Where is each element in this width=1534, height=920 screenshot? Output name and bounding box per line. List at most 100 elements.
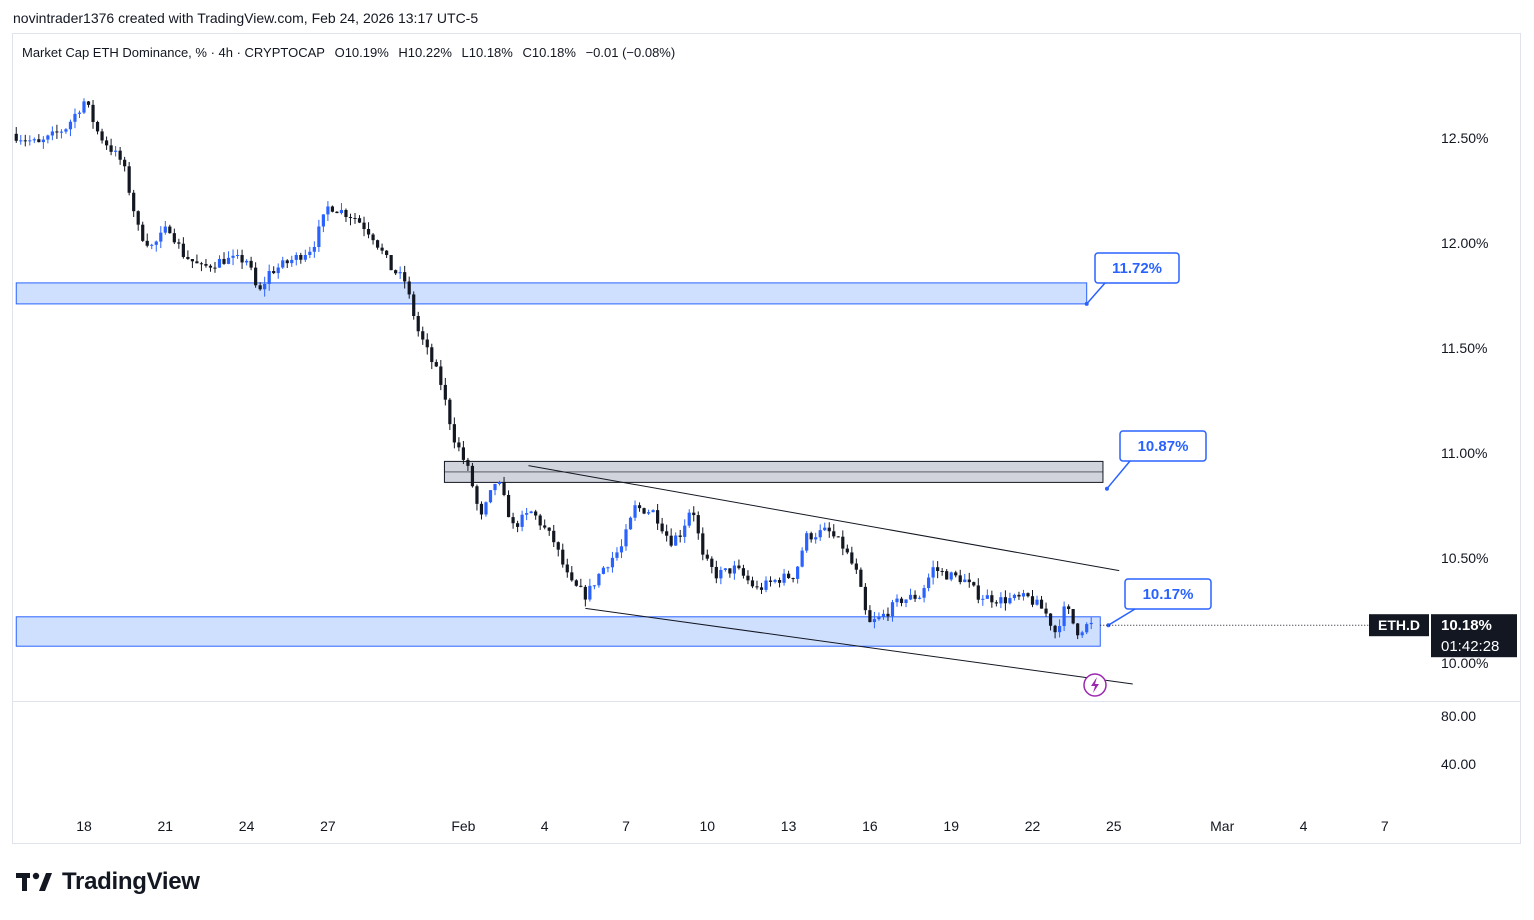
candle-body xyxy=(127,166,131,193)
lower-support-zone-callout-box xyxy=(1124,578,1212,610)
candle-body xyxy=(899,598,904,603)
candle-body xyxy=(637,505,642,509)
candle-body xyxy=(809,533,813,540)
candle-body xyxy=(104,140,109,146)
candle-body xyxy=(159,232,163,242)
candle-body xyxy=(940,570,944,572)
candle-body xyxy=(506,494,511,518)
candle-body xyxy=(59,131,64,133)
time-axis-tick: 4 xyxy=(541,818,549,834)
candle-body xyxy=(339,209,344,214)
upper-trendline xyxy=(528,465,1120,572)
candle-body xyxy=(258,285,262,290)
candle-body xyxy=(791,578,795,580)
candle-body xyxy=(547,527,551,531)
candle-body xyxy=(385,250,389,256)
candle-body xyxy=(177,242,181,244)
candle-body xyxy=(1035,599,1039,605)
candle-body xyxy=(470,465,475,487)
candle-body xyxy=(927,577,931,589)
candle-body xyxy=(32,139,36,141)
candle-body xyxy=(195,261,199,264)
price-axis-tick: 11.00% xyxy=(1441,445,1487,461)
candle-body xyxy=(511,517,515,524)
legend-high: H10.22% xyxy=(398,45,452,60)
candle-body xyxy=(172,233,176,243)
candle-body xyxy=(985,595,989,599)
lower-trendline xyxy=(585,607,1133,685)
candle-body xyxy=(967,579,971,583)
indicator-axis-tick: 40.00 xyxy=(1441,756,1476,772)
candle-body xyxy=(118,150,122,160)
candle-body xyxy=(1067,606,1071,610)
candle-body xyxy=(231,255,235,258)
candle-body xyxy=(945,571,949,580)
candle-body xyxy=(773,580,777,582)
candle-body xyxy=(1062,606,1066,627)
candle-body xyxy=(917,597,922,599)
candle-body xyxy=(484,502,488,515)
candle-body xyxy=(719,569,723,579)
candle-body xyxy=(543,525,547,528)
time-axis-tick: 10 xyxy=(700,818,716,834)
candle-body xyxy=(850,552,854,564)
chart-credit: novintrader1376 created with TradingView… xyxy=(13,10,479,26)
candle-body xyxy=(46,135,50,140)
candle-body xyxy=(723,568,727,570)
candle-body xyxy=(999,597,1003,604)
candle-body xyxy=(610,557,615,568)
candle-body xyxy=(972,582,976,586)
time-axis-tick: 22 xyxy=(1025,818,1041,834)
candle-body xyxy=(651,510,655,513)
candle-body xyxy=(669,535,673,546)
candle-body xyxy=(294,254,298,260)
candle-body xyxy=(1071,609,1075,624)
candle-body xyxy=(466,459,470,466)
candle-body xyxy=(954,572,958,576)
candle-body xyxy=(674,535,678,546)
candle-body xyxy=(285,260,289,264)
candle-body xyxy=(556,542,560,550)
candle-body xyxy=(249,260,253,268)
candle-body xyxy=(312,246,316,252)
candle-body xyxy=(732,565,736,574)
candle-body xyxy=(755,586,759,588)
candle-body xyxy=(181,243,185,257)
candle-body xyxy=(1030,596,1035,605)
candle-body xyxy=(64,129,68,132)
legend-change: −0.01 (−0.08%) xyxy=(585,45,676,60)
candle-body xyxy=(403,272,407,282)
price-axis-tick: 11.50% xyxy=(1441,340,1487,356)
candle-body xyxy=(606,567,610,569)
candle-body xyxy=(936,567,940,571)
price-axis-tick: 10.00% xyxy=(1441,655,1488,671)
candle-body xyxy=(1044,608,1048,614)
candle-body xyxy=(588,585,592,600)
candle-body xyxy=(299,254,303,260)
symbol-tag-label: ETH.D xyxy=(1378,617,1420,633)
candle-body xyxy=(836,536,840,538)
candle-body xyxy=(1085,624,1089,633)
candle-body xyxy=(656,510,660,524)
candle-body xyxy=(73,113,77,122)
candle-body xyxy=(976,585,980,600)
candle-body xyxy=(904,599,908,603)
candle-body xyxy=(163,226,167,233)
candle-body xyxy=(908,594,913,600)
legend-low: L10.18% xyxy=(461,45,513,60)
candle-body xyxy=(782,573,786,583)
candle-body xyxy=(805,533,809,551)
candle-body xyxy=(823,527,827,531)
candle-body xyxy=(502,482,506,495)
price-axis-tick: 12.00% xyxy=(1441,235,1488,251)
candle-body xyxy=(272,271,276,274)
candle-body xyxy=(1076,623,1080,636)
time-axis-tick: Feb xyxy=(451,818,475,834)
candle-body xyxy=(714,566,718,579)
candle-body xyxy=(330,206,335,212)
candle-body xyxy=(335,211,339,214)
candle-body xyxy=(796,566,800,579)
candle-body xyxy=(19,140,23,142)
candle-body xyxy=(633,505,637,518)
